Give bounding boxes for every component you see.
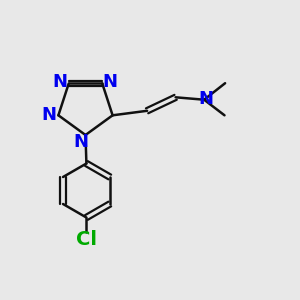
- Text: N: N: [53, 73, 68, 91]
- Text: N: N: [42, 106, 57, 124]
- Text: N: N: [198, 90, 213, 108]
- Text: Cl: Cl: [76, 230, 97, 249]
- Text: N: N: [102, 73, 117, 91]
- Text: N: N: [74, 133, 89, 151]
